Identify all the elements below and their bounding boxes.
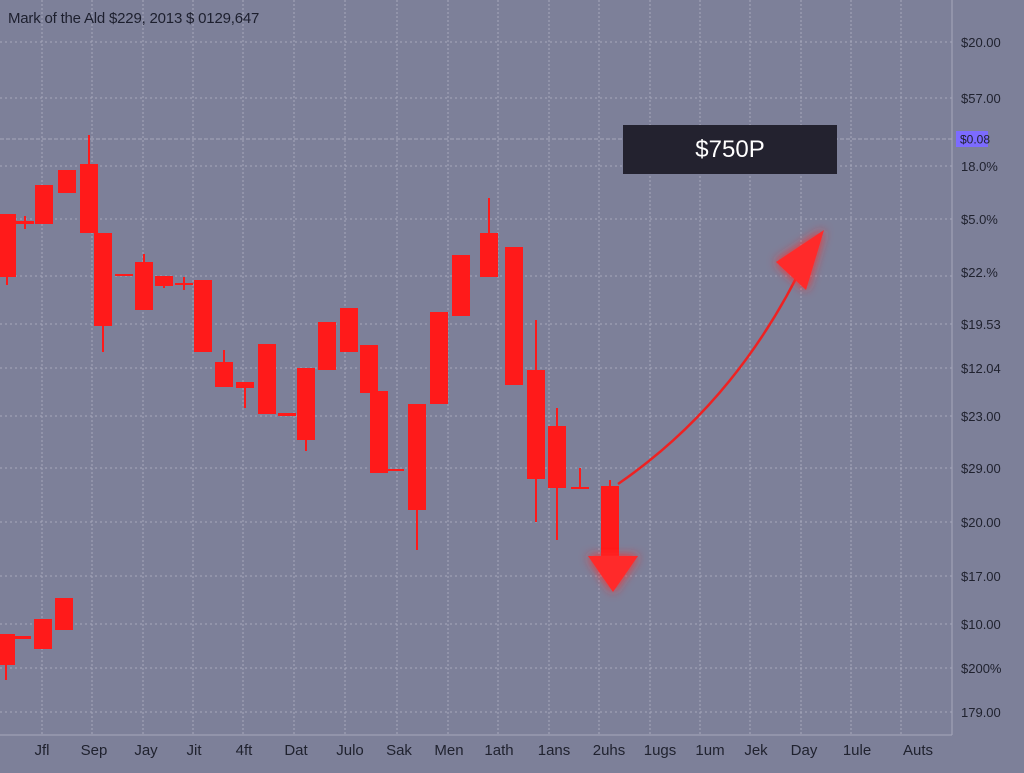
candle-body bbox=[408, 404, 426, 510]
candle-body bbox=[0, 634, 15, 665]
x-tick-label: Auts bbox=[903, 742, 933, 759]
x-tick-label: 2uhs bbox=[593, 742, 626, 759]
candle-body bbox=[386, 469, 404, 471]
candle-body bbox=[527, 370, 545, 479]
chart-title: Mark of the Ald $229, 2013 $ 0129,647 bbox=[8, 10, 260, 27]
y-tick-label: $12.04 bbox=[961, 361, 1001, 376]
y-tick-label: 18.0% bbox=[961, 159, 998, 174]
price-marker-label: $0.08 bbox=[960, 133, 990, 147]
axes: $20.00 $57.00 18.0% $5.0% $22.% $19.53 $12.04 $… bbox=[35, 35, 1002, 759]
candle-body bbox=[360, 345, 378, 393]
y-tick-label: 179.00 bbox=[961, 705, 1001, 720]
candles bbox=[0, 135, 619, 558]
candle-body bbox=[452, 255, 470, 316]
up-arrow-icon bbox=[776, 230, 824, 290]
y-tick-label: $10.00 bbox=[961, 617, 1001, 632]
candle-body bbox=[370, 391, 388, 473]
y-tick-label: $23.00 bbox=[961, 409, 1001, 424]
x-tick-label: Sak bbox=[386, 742, 412, 759]
up-trend-line bbox=[617, 253, 810, 486]
lower-candles bbox=[0, 598, 73, 680]
x-tick-label: Men bbox=[434, 742, 463, 759]
candle-body bbox=[175, 283, 193, 285]
candle-body bbox=[340, 308, 358, 352]
y-tick-label: $20.00 bbox=[961, 35, 1001, 50]
candle-body bbox=[297, 368, 315, 440]
x-tick-label: Dat bbox=[284, 742, 308, 759]
grid bbox=[0, 0, 953, 736]
y-tick-label: $200% bbox=[961, 661, 1002, 676]
candle-body bbox=[571, 487, 589, 489]
y-tick-label: $22.% bbox=[961, 265, 998, 280]
candle-body bbox=[548, 426, 566, 488]
x-tick-label: 1ugs bbox=[644, 742, 677, 759]
price-label-box: $750P bbox=[623, 125, 837, 174]
y-tick-label: $20.00 bbox=[961, 515, 1001, 530]
candle-body bbox=[318, 322, 336, 370]
candle-body bbox=[236, 382, 254, 388]
candle-body bbox=[601, 486, 619, 556]
x-tick-label: Jek bbox=[744, 742, 768, 759]
x-tick-label: 1ans bbox=[538, 742, 571, 759]
x-tick-label: Jay bbox=[134, 742, 158, 759]
x-tick-label: Sep bbox=[81, 742, 108, 759]
candle-body bbox=[35, 185, 53, 224]
candle-body bbox=[13, 636, 31, 639]
candle-body bbox=[115, 274, 133, 276]
candle-body bbox=[215, 362, 233, 387]
candle-body bbox=[55, 598, 73, 630]
candle-body bbox=[34, 619, 52, 649]
x-tick-label: Day bbox=[791, 742, 818, 759]
price-marker: $0.08 bbox=[956, 131, 990, 147]
candle-body bbox=[430, 312, 448, 404]
candle-body bbox=[155, 276, 173, 286]
candle-body bbox=[58, 170, 76, 193]
down-arrow-icon bbox=[588, 556, 638, 592]
candle-body bbox=[505, 247, 523, 385]
candle-body bbox=[80, 164, 98, 233]
x-tick-label: Jit bbox=[187, 742, 203, 759]
x-tick-label: 1um bbox=[695, 742, 724, 759]
candle-body bbox=[94, 233, 112, 326]
y-tick-label: $17.00 bbox=[961, 569, 1001, 584]
price-marker-badge bbox=[956, 131, 988, 147]
y-tick-label: $5.0% bbox=[961, 212, 998, 227]
x-tick-label: 1ath bbox=[484, 742, 513, 759]
x-tick-label: 1ule bbox=[843, 742, 871, 759]
candle-body bbox=[480, 233, 498, 277]
x-tick-label: Jfl bbox=[35, 742, 50, 759]
candle-body bbox=[258, 344, 276, 414]
candle-body bbox=[194, 280, 212, 352]
x-tick-label: 4ft bbox=[236, 742, 254, 759]
trend-arrows bbox=[588, 230, 824, 592]
candle-body bbox=[16, 221, 34, 224]
candle-body bbox=[278, 413, 296, 416]
candle-body bbox=[0, 214, 16, 277]
candle-body bbox=[135, 262, 153, 310]
y-tick-label: $19.53 bbox=[961, 317, 1001, 332]
y-tick-label: $57.00 bbox=[961, 91, 1001, 106]
y-tick-label: $29.00 bbox=[961, 461, 1001, 476]
x-tick-label: Julo bbox=[336, 742, 364, 759]
